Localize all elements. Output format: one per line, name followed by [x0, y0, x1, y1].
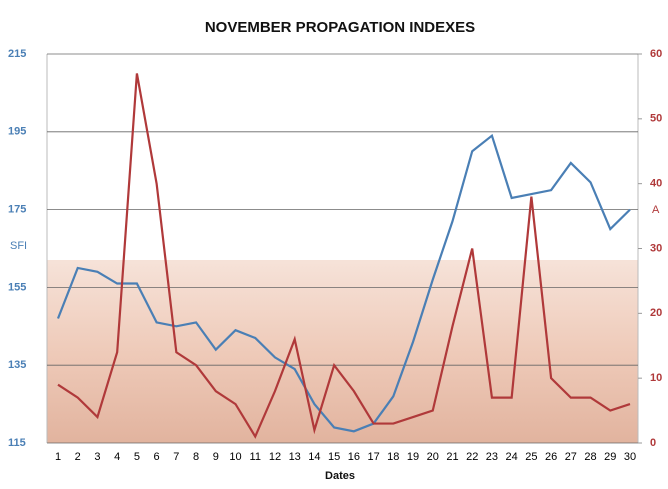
series-line	[56, 133, 631, 433]
y2-tick-label: 30	[650, 242, 662, 254]
x-tick-label: 15	[328, 451, 340, 463]
y-tick-label: 195	[8, 126, 26, 138]
series-label: A	[652, 204, 660, 216]
x-tick-label: 30	[624, 451, 636, 463]
x-tick-label: 8	[193, 451, 199, 463]
y-tick-label: 175	[8, 204, 26, 216]
y2-tick-label: 60	[650, 48, 662, 60]
y2-tick-label: 20	[650, 307, 662, 319]
y2-tick-label: 0	[650, 437, 656, 449]
x-tick-label: 29	[604, 451, 616, 463]
x-tick-label: 7	[173, 451, 179, 463]
x-tick-label: 19	[407, 451, 419, 463]
x-tick-label: 4	[114, 451, 120, 463]
x-axis-label: Dates	[325, 470, 355, 482]
x-tick-label: 10	[229, 451, 241, 463]
x-tick-label: 24	[506, 451, 518, 463]
series-label: SFI	[10, 240, 27, 252]
x-tick-label: 18	[387, 451, 399, 463]
x-tick-label: 6	[154, 451, 160, 463]
x-tick-label: 27	[565, 451, 577, 463]
x-tick-label: 1	[55, 451, 61, 463]
y2-tick-label: 50	[650, 113, 662, 125]
x-tick-label: 2	[75, 451, 81, 463]
x-tick-label: 13	[289, 451, 301, 463]
x-tick-label: 5	[134, 451, 140, 463]
x-tick-label: 25	[525, 451, 537, 463]
y-tick-label: 155	[8, 281, 26, 293]
chart-title: NOVEMBER PROPAGATION INDEXES	[205, 19, 475, 36]
x-tick-label: 11	[250, 451, 261, 463]
x-tick-label: 14	[308, 451, 320, 463]
x-tick-label: 16	[348, 451, 360, 463]
x-tick-label: 17	[367, 451, 379, 463]
x-tick-label: 21	[446, 451, 458, 463]
y-tick-label: 135	[8, 359, 26, 371]
x-tick-label: 12	[269, 451, 281, 463]
x-tick-label: 26	[545, 451, 557, 463]
x-tick-label: 22	[466, 451, 478, 463]
y2-tick-label: 10	[650, 372, 662, 384]
y-tick-label: 115	[8, 437, 26, 449]
x-tick-label: 23	[486, 451, 498, 463]
y-tick-label: 215	[8, 48, 26, 60]
series-line	[57, 73, 631, 439]
y2-tick-label: 40	[650, 178, 662, 190]
x-tick-label: 9	[213, 451, 219, 463]
x-tick-label: 20	[427, 451, 439, 463]
x-tick-label: 3	[94, 451, 100, 463]
x-tick-label: 28	[584, 451, 596, 463]
background-image	[47, 260, 638, 443]
